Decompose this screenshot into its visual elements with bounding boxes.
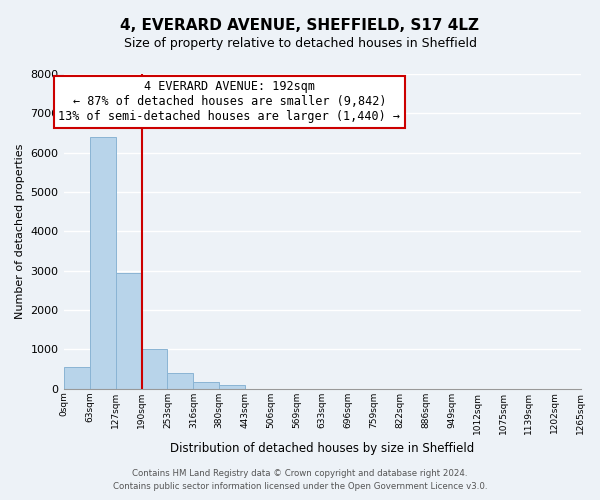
Bar [167, 374, 193, 389]
Text: Size of property relative to detached houses in Sheffield: Size of property relative to detached ho… [124, 38, 476, 51]
Bar [90, 137, 116, 389]
Text: Contains HM Land Registry data © Crown copyright and database right 2024.
Contai: Contains HM Land Registry data © Crown c… [113, 470, 487, 491]
Bar [219, 385, 245, 389]
Bar [64, 366, 90, 389]
Bar [142, 350, 167, 389]
Bar [116, 272, 142, 389]
Y-axis label: Number of detached properties: Number of detached properties [15, 144, 25, 319]
Text: 4 EVERARD AVENUE: 192sqm
← 87% of detached houses are smaller (9,842)
13% of sem: 4 EVERARD AVENUE: 192sqm ← 87% of detach… [58, 80, 400, 124]
Bar [193, 382, 219, 389]
Text: 4, EVERARD AVENUE, SHEFFIELD, S17 4LZ: 4, EVERARD AVENUE, SHEFFIELD, S17 4LZ [121, 18, 479, 32]
X-axis label: Distribution of detached houses by size in Sheffield: Distribution of detached houses by size … [170, 442, 475, 455]
